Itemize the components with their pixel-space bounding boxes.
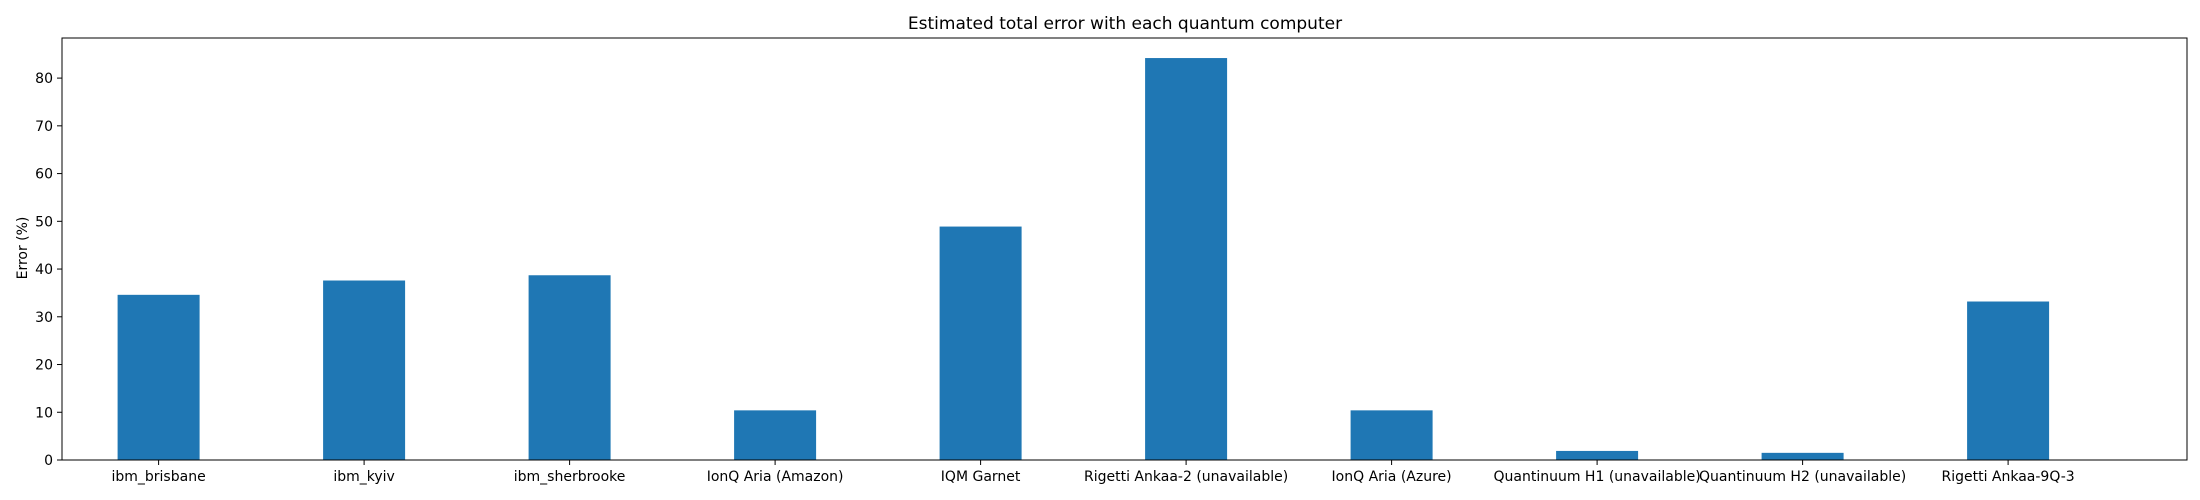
y-axis-label: Error (%) (15, 217, 31, 280)
x-tick-label: Quantinuum H2 (unavailable) (1699, 469, 1906, 485)
x-tick-label: Rigetti Ankaa-2 (unavailable) (1084, 469, 1288, 485)
x-tick-label: Rigetti Ankaa-9Q-3 (1941, 469, 2074, 485)
bar (734, 410, 817, 460)
x-tick-label: IonQ Aria (Azure) (1332, 469, 1452, 485)
y-axis: 0 10 20 30 40 50 60 70 80 (35, 71, 62, 469)
y-tick-label: 70 (35, 119, 53, 135)
y-tick-label: 40 (35, 262, 53, 278)
bar (528, 275, 611, 460)
y-tick-label: 30 (35, 310, 53, 326)
bar (1556, 450, 1639, 460)
y-tick-label: 80 (35, 71, 53, 87)
bar (117, 294, 200, 460)
x-tick-label: IonQ Aria (Amazon) (707, 469, 844, 485)
y-tick-label: 20 (35, 358, 53, 374)
bar (939, 226, 1022, 460)
x-tick-label: ibm_kyiv (333, 469, 394, 485)
y-tick-label: 50 (35, 214, 53, 230)
y-tick-label: 10 (35, 405, 53, 421)
plot-frame (61, 37, 2188, 461)
y-tick-label: 0 (44, 453, 53, 469)
x-tick-label: ibm_brisbane (111, 469, 205, 485)
bar (1350, 410, 1433, 460)
chart-title: Estimated total error with each quantum … (908, 14, 1342, 34)
x-tick-label: IQM Garnet (941, 469, 1021, 485)
x-tick-label: Quantinuum H1 (unavailable) (1494, 469, 1701, 485)
x-axis: ibm_brisbane ibm_kyiv ibm_sherbrooke IonQ A… (111, 460, 2075, 485)
x-tick-label: ibm_sherbrooke (514, 469, 626, 485)
bar (1145, 58, 1228, 460)
bar (1761, 452, 1844, 460)
y-tick-label: 60 (35, 167, 53, 183)
bars (117, 58, 2050, 460)
bar (323, 280, 406, 460)
bar (1967, 301, 2050, 460)
